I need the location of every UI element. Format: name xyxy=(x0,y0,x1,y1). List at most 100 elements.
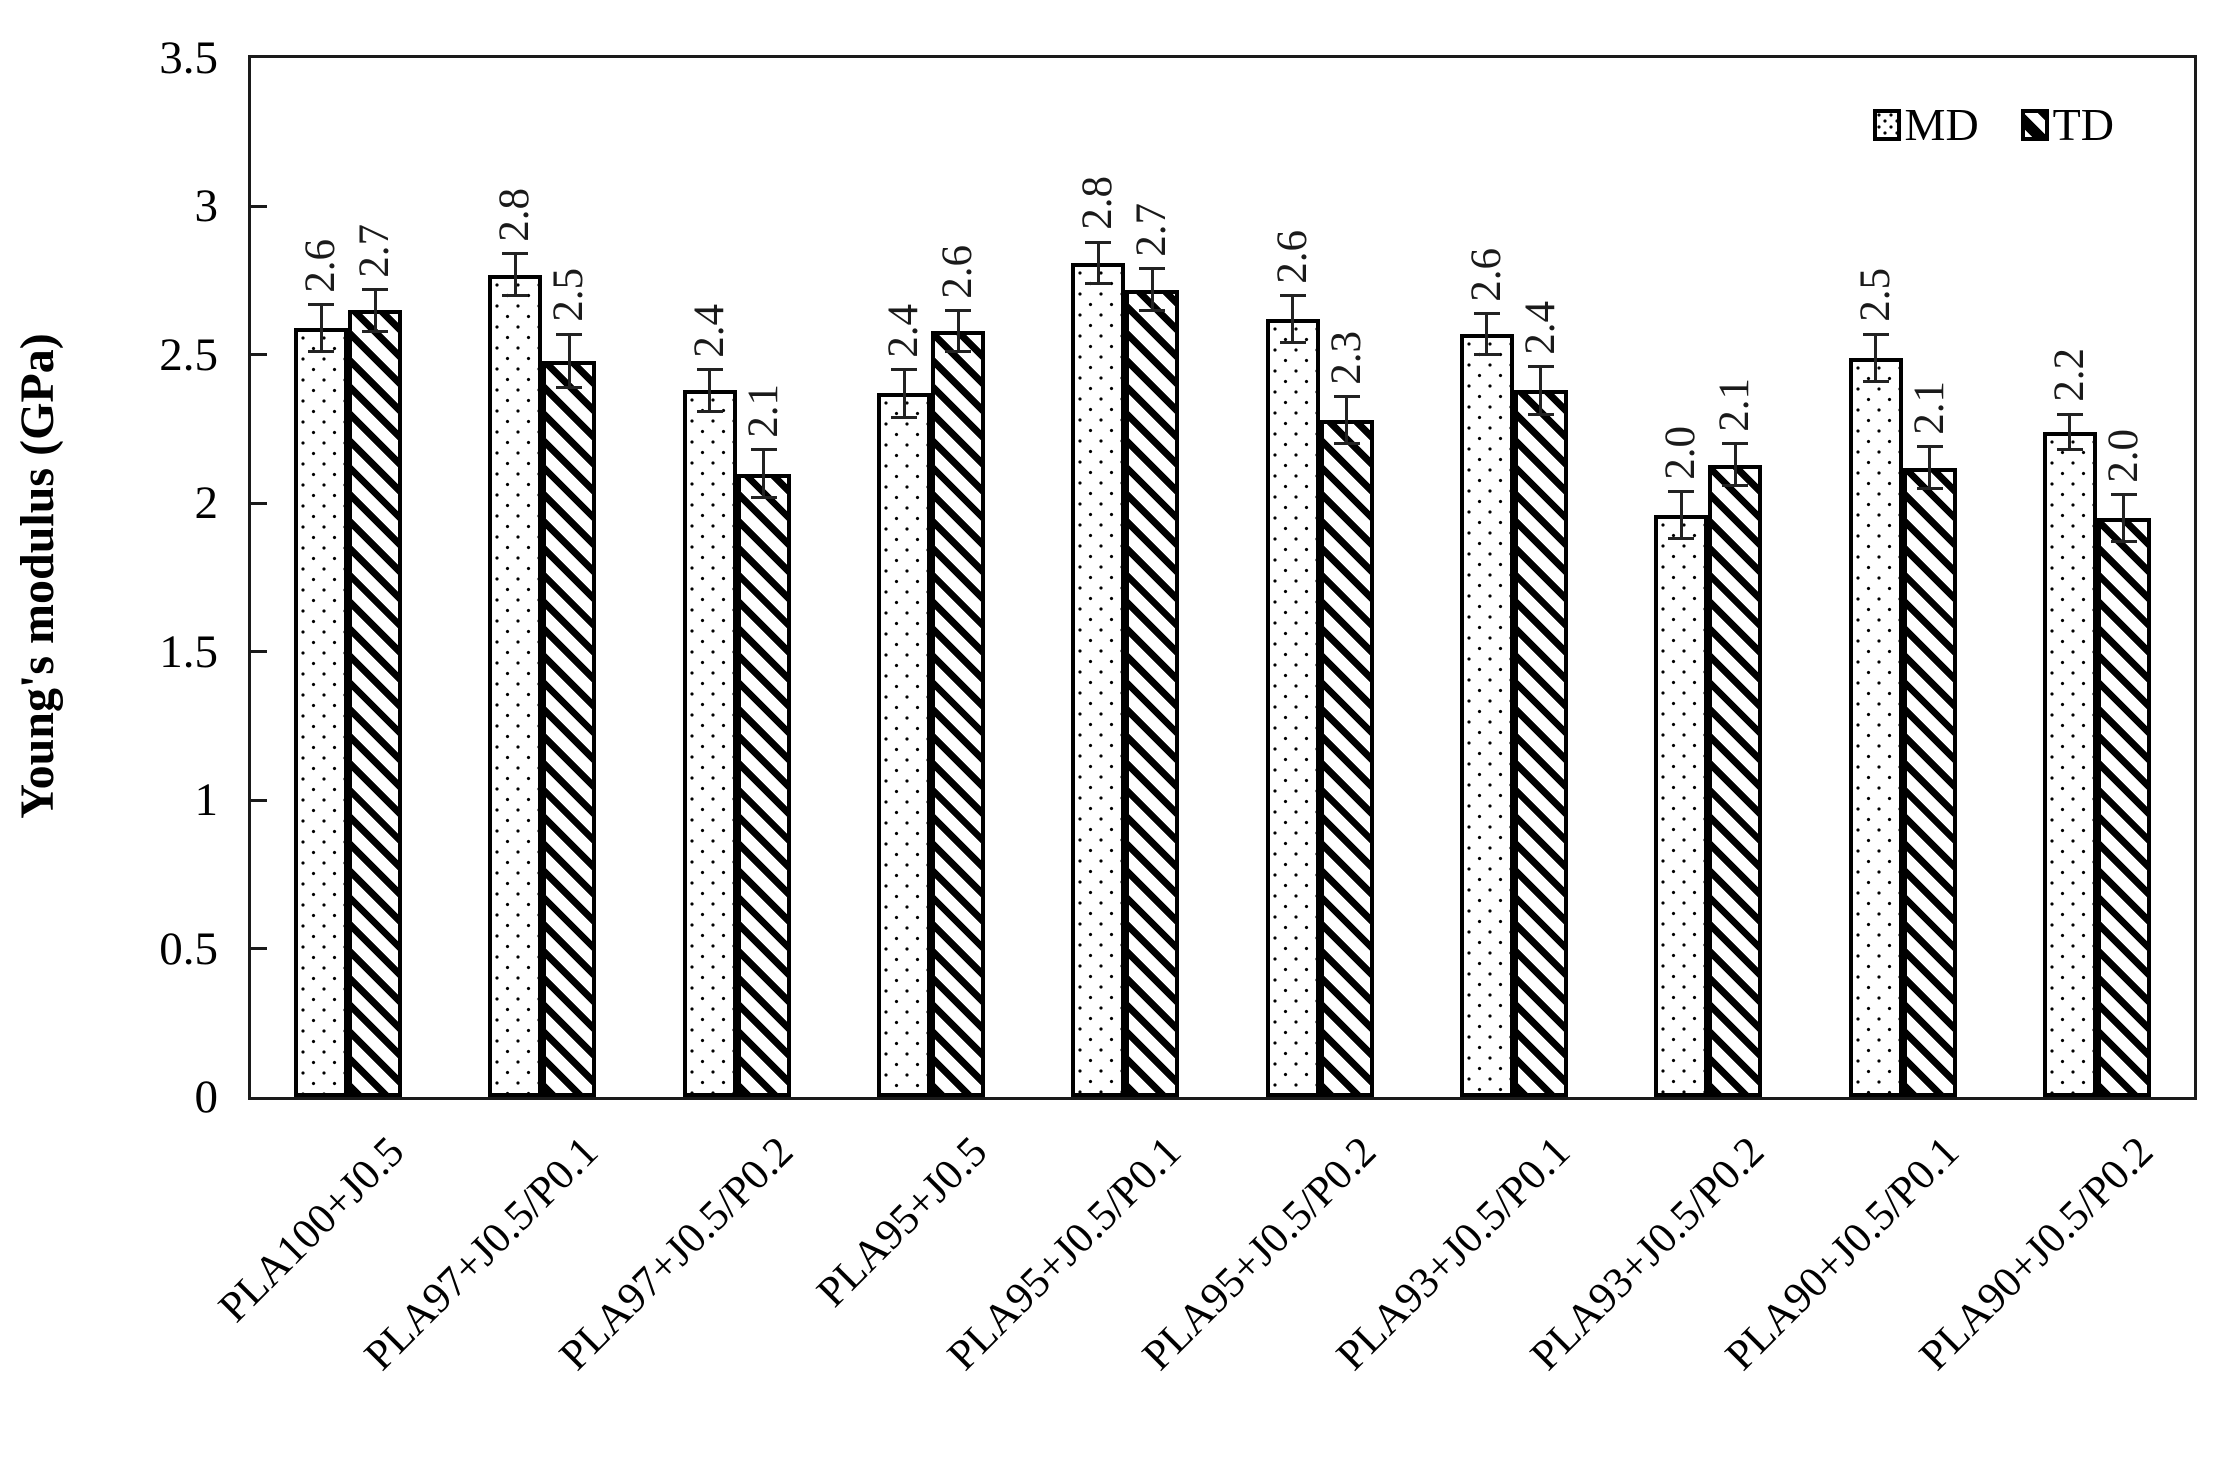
error-bar-cap xyxy=(1279,293,1306,297)
error-bar-cap xyxy=(362,329,389,333)
error-bar-cap xyxy=(945,350,972,354)
error-bar-cap xyxy=(696,409,723,413)
error-bar-cap xyxy=(2056,448,2083,452)
error-bar xyxy=(1679,491,1683,539)
error-bar-cap xyxy=(945,308,972,312)
bar-td xyxy=(736,473,791,1097)
error-bar xyxy=(708,369,712,412)
error-bar-cap xyxy=(1916,445,1943,449)
error-bar xyxy=(373,289,377,332)
bar-md xyxy=(1459,334,1514,1097)
error-bar-cap xyxy=(1085,240,1112,244)
error-bar-cap xyxy=(1862,332,1889,336)
error-bar-cap xyxy=(502,293,529,297)
bar-value-label: 2.1 xyxy=(739,384,787,438)
error-bar xyxy=(1345,396,1349,444)
legend-item-td: TD xyxy=(2020,99,2114,150)
bar-td xyxy=(1125,289,1180,1097)
bar-value-label: 2.4 xyxy=(1516,300,1564,355)
error-bar-cap xyxy=(1139,267,1166,271)
error-bar-cap xyxy=(1668,537,1695,541)
bar-value-label: 2.1 xyxy=(1711,378,1759,432)
y-axis-tick xyxy=(251,947,267,951)
error-bar xyxy=(319,304,323,352)
y-axis-tick-label: 1 xyxy=(194,774,219,827)
error-bar xyxy=(1928,446,1932,489)
bar-value-label: 2.2 xyxy=(2045,348,2093,403)
error-bar xyxy=(956,310,960,352)
legend: MD TD xyxy=(1872,99,2114,150)
error-bar-cap xyxy=(2056,412,2083,416)
y-axis-tick xyxy=(251,353,267,357)
bar-value-label: 2.7 xyxy=(1128,203,1176,257)
error-bar xyxy=(513,253,517,296)
bar-value-label: 2.6 xyxy=(1462,247,1510,302)
error-bar-cap xyxy=(891,368,918,372)
bar-td xyxy=(2096,518,2151,1097)
error-bar-cap xyxy=(502,252,529,256)
bar-value-label: 2.1 xyxy=(1905,381,1953,435)
bar-value-label: 2.8 xyxy=(491,188,539,242)
bar-value-label: 2.6 xyxy=(297,238,345,293)
y-axis-tick xyxy=(251,501,267,505)
error-bar-cap xyxy=(750,448,777,452)
bar-td xyxy=(1513,390,1568,1097)
bar-value-label: 2.0 xyxy=(1657,425,1705,480)
legend-label-md: MD xyxy=(1904,99,1979,150)
bar-md xyxy=(682,390,737,1097)
error-bar-cap xyxy=(1279,341,1306,345)
error-bar xyxy=(1150,268,1154,311)
bar-value-label: 2.3 xyxy=(1322,330,1370,385)
bar-td xyxy=(1319,420,1374,1097)
error-bar xyxy=(2068,414,2072,450)
error-bar-cap xyxy=(696,368,723,372)
td-stripes-swatch-icon xyxy=(2020,109,2049,141)
bar-value-label: 2.5 xyxy=(1851,268,1899,323)
y-axis-tick xyxy=(251,204,267,208)
bar-md xyxy=(1654,515,1709,1097)
y-axis-tick-label: 0 xyxy=(194,1071,219,1123)
y-axis-tick-label: 2.5 xyxy=(159,328,218,381)
y-axis-tick-label: 0.5 xyxy=(159,922,218,975)
error-bar-cap xyxy=(556,386,583,389)
error-bar xyxy=(902,369,906,418)
y-axis-title: Young's modulus (GPa) xyxy=(11,333,64,819)
error-bar xyxy=(1733,443,1737,486)
bar-md xyxy=(488,274,543,1097)
y-axis-tick-label: 3.5 xyxy=(159,32,218,84)
error-bar-cap xyxy=(1333,442,1360,446)
error-bar-cap xyxy=(2110,492,2137,496)
legend-item-md: MD xyxy=(1872,99,1979,150)
bar-value-label: 2.4 xyxy=(880,303,928,358)
bar-md xyxy=(2042,432,2097,1097)
plot-area: 2.6 2.7 2.8 2.5 2.4 2.1 2.4 2.6 2.8 2.7 2.6 2.3 2.6 2… xyxy=(248,55,2197,1100)
y-axis-tick-label: 2 xyxy=(194,477,219,530)
error-bar xyxy=(1096,242,1100,284)
y-axis-tick-label: 3 xyxy=(194,180,219,233)
y-axis-tick xyxy=(251,798,267,802)
error-bar-cap xyxy=(1527,365,1554,369)
error-bar-cap xyxy=(308,350,335,354)
error-bar-cap xyxy=(1862,380,1889,384)
error-bar xyxy=(1874,334,1878,382)
error-bar-cap xyxy=(1527,412,1554,416)
md-dots-swatch-icon xyxy=(1872,109,1901,141)
bar-td xyxy=(348,310,403,1097)
bar-md xyxy=(877,393,932,1097)
error-bar-cap xyxy=(1668,489,1695,493)
legend-label-td: TD xyxy=(2052,99,2114,150)
error-bar-cap xyxy=(556,332,583,336)
error-bar xyxy=(1539,366,1543,415)
error-bar-cap xyxy=(1722,442,1749,446)
error-bar-cap xyxy=(1722,483,1749,487)
bar-value-label: 2.6 xyxy=(934,244,982,299)
error-bar-cap xyxy=(362,288,389,292)
bar-td xyxy=(931,331,986,1097)
error-bar-cap xyxy=(1473,353,1500,357)
error-bar-cap xyxy=(891,415,918,419)
y-axis-tick xyxy=(251,650,267,654)
bar-td xyxy=(1708,464,1763,1097)
bar-value-label: 2.5 xyxy=(545,268,593,323)
bar-value-label: 2.4 xyxy=(685,303,733,358)
